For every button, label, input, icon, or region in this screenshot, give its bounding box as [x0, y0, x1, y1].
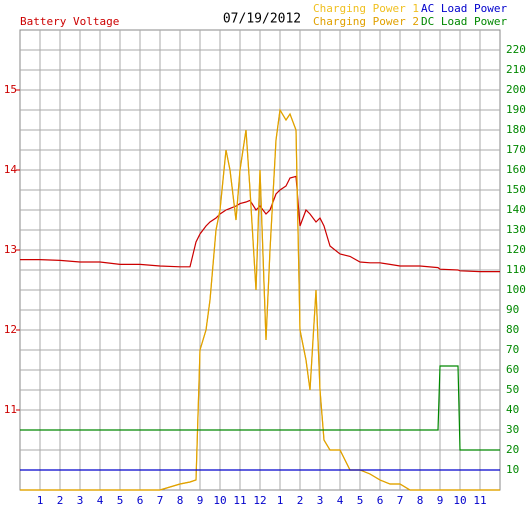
y2-tick-label: 60 — [506, 363, 519, 376]
y2-tick-label: 100 — [506, 283, 526, 296]
chart-title: 07/19/2012 — [223, 12, 301, 27]
y2-tick-label: 160 — [506, 163, 526, 176]
y2-tick-label: 210 — [506, 63, 526, 76]
y2-tick-label: 70 — [506, 343, 519, 356]
y-tick-label: 13 — [4, 243, 17, 256]
y2-tick-label: 30 — [506, 423, 519, 436]
x-tick-label: 4 — [97, 494, 104, 507]
x-tick-label: 3 — [317, 494, 324, 507]
y-tick-label: 15 — [4, 83, 17, 96]
x-tick-label: 1 — [37, 494, 44, 507]
y2-tick-label: 180 — [506, 123, 526, 136]
x-tick-label: 3 — [77, 494, 84, 507]
x-tick-label: 7 — [397, 494, 404, 507]
y2-tick-label: 140 — [506, 203, 526, 216]
x-tick-label: 8 — [417, 494, 424, 507]
y2-tick-label: 130 — [506, 223, 526, 236]
legend-entry: Charging Power 1 — [313, 2, 419, 15]
x-tick-label: 5 — [117, 494, 124, 507]
y-tick-label: 11 — [4, 403, 17, 416]
y2-tick-label: 190 — [506, 103, 526, 116]
x-tick-label: 7 — [157, 494, 164, 507]
y2-tick-label: 120 — [506, 243, 526, 256]
y2-tick-label: 220 — [506, 43, 526, 56]
x-tick-label: 10 — [453, 494, 466, 507]
x-tick-label: 2 — [297, 494, 304, 507]
series-line — [20, 175, 500, 273]
x-tick-label: 10 — [213, 494, 226, 507]
x-tick-label: 6 — [137, 494, 144, 507]
y2-tick-label: 200 — [506, 83, 526, 96]
y2-tick-label: 10 — [506, 463, 519, 476]
series-line — [20, 365, 500, 451]
x-tick-label: 6 — [377, 494, 384, 507]
x-tick-label: 9 — [197, 494, 204, 507]
x-tick-label: 12 — [253, 494, 266, 507]
x-tick-label: 11 — [233, 494, 246, 507]
y2-tick-label: 40 — [506, 403, 519, 416]
x-tick-label: 5 — [357, 494, 364, 507]
series-line — [20, 108, 500, 491]
x-tick-label: 1 — [277, 494, 284, 507]
y-axis-title: Battery Voltage — [20, 15, 119, 28]
legend-entry: Charging Power 2 — [313, 15, 419, 28]
x-tick-label: 11 — [473, 494, 486, 507]
legend-entry: DC Load Power — [421, 15, 507, 28]
y2-tick-label: 110 — [506, 263, 526, 276]
y2-tick-label: 50 — [506, 383, 519, 396]
y2-tick-label: 90 — [506, 303, 519, 316]
y2-tick-label: 20 — [506, 443, 519, 456]
y-tick-label: 12 — [4, 323, 17, 336]
legend-entry: AC Load Power — [421, 2, 507, 15]
y2-tick-label: 170 — [506, 143, 526, 156]
x-tick-label: 2 — [57, 494, 64, 507]
y2-tick-label: 150 — [506, 183, 526, 196]
x-tick-label: 9 — [437, 494, 444, 507]
x-tick-label: 4 — [337, 494, 344, 507]
y-tick-label: 14 — [4, 163, 18, 176]
x-tick-label: 8 — [177, 494, 184, 507]
y2-tick-label: 80 — [506, 323, 519, 336]
